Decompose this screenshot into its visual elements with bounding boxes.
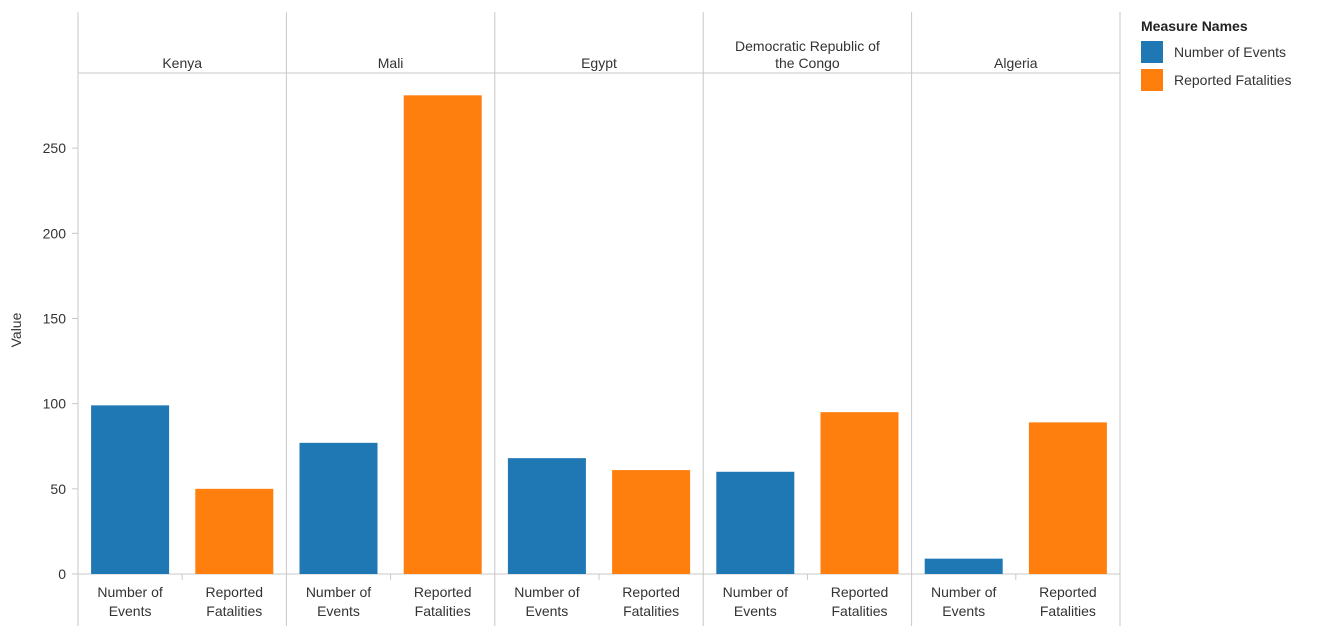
x-tick-label: Number of Events (931, 584, 996, 619)
x-tick-label-line: Fatalities (206, 603, 262, 619)
country-header: Algeria (994, 55, 1038, 71)
x-tick-label: Reported Fatalities (1039, 584, 1097, 619)
legend-item-number-of-events[interactable]: Number of Events (1141, 38, 1331, 66)
x-tick-label-line: Fatalities (415, 603, 471, 619)
bars (91, 95, 1107, 575)
x-tick-label-line: Reported (1039, 584, 1097, 600)
x-tick-label-line: Events (109, 603, 152, 619)
legend-swatch-number-of-events (1141, 41, 1163, 63)
x-tick-label-line: Reported (414, 584, 472, 600)
country-header-line: the Congo (775, 55, 840, 71)
x-tick-label: Number of Events (97, 584, 162, 619)
country-header-line: Democratic Republic of (735, 38, 880, 54)
country-header-line: Kenya (162, 55, 202, 71)
x-tick-label-line: Events (317, 603, 360, 619)
bar-democratic-republic-of-the-congo-number-of-events[interactable] (716, 471, 795, 574)
x-tick-label: Reported Fatalities (831, 584, 889, 619)
y-tick-label: 100 (43, 396, 67, 412)
country-header: Kenya (162, 55, 202, 71)
country-header-line: Algeria (994, 55, 1038, 71)
x-tick-label-line: Fatalities (831, 603, 887, 619)
x-tick-label-line: Reported (831, 584, 889, 600)
legend: Measure Names Number of Events Reported … (1141, 18, 1331, 94)
y-tick-label: 50 (50, 481, 66, 497)
x-tick-label: Number of Events (723, 584, 788, 619)
legend-item-reported-fatalities[interactable]: Reported Fatalities (1141, 66, 1331, 94)
x-tick-label-line: Reported (206, 584, 264, 600)
x-tick-label: Reported Fatalities (414, 584, 472, 619)
x-axis-labels: Number of Events Reported Fatalities Number … (97, 584, 1096, 619)
bar-algeria-number-of-events[interactable] (924, 558, 1003, 574)
country-header: Egypt (581, 55, 617, 71)
legend-title: Measure Names (1141, 18, 1248, 34)
x-tick-label-line: Number of (306, 584, 371, 600)
y-tick-label: 250 (43, 140, 67, 156)
bar-egypt-number-of-events[interactable] (507, 458, 586, 574)
x-tick-label-line: Events (525, 603, 568, 619)
x-tick-label: Number of Events (306, 584, 371, 619)
x-tick-label-line: Number of (723, 584, 788, 600)
bar-kenya-reported-fatalities[interactable] (195, 488, 274, 574)
x-tick-label: Reported Fatalities (206, 584, 264, 619)
x-tick-label-line: Fatalities (1040, 603, 1096, 619)
x-tick-label-line: Number of (931, 584, 996, 600)
bar-kenya-number-of-events[interactable] (91, 405, 170, 574)
x-tick-label: Number of Events (514, 584, 579, 619)
country-headers: Kenya Mali Egypt Democratic Republic of the … (162, 38, 1037, 71)
y-axis: 0 50 100 150 200 250 (43, 140, 78, 582)
legend-label: Number of Events (1174, 44, 1287, 60)
country-header-line: Egypt (581, 55, 617, 71)
x-tick-label-line: Events (942, 603, 985, 619)
bar-algeria-reported-fatalities[interactable] (1028, 422, 1107, 574)
x-tick-label-line: Number of (97, 584, 162, 600)
y-tick-label: 150 (43, 310, 67, 326)
x-tick-label-line: Reported (622, 584, 680, 600)
y-tick-label: 0 (58, 566, 66, 582)
x-tick-label: Reported Fatalities (622, 584, 680, 619)
legend-swatch-reported-fatalities (1141, 69, 1163, 91)
y-axis-label: Value (8, 312, 24, 347)
legend-label: Reported Fatalities (1174, 72, 1292, 88)
x-tick-label-line: Events (734, 603, 777, 619)
country-header-line: Mali (378, 55, 404, 71)
bar-democratic-republic-of-the-congo-reported-fatalities[interactable] (820, 412, 899, 574)
country-header: Democratic Republic of the Congo (735, 38, 880, 71)
country-header: Mali (378, 55, 404, 71)
y-tick-label: 200 (43, 225, 67, 241)
x-tick-label-line: Number of (514, 584, 579, 600)
bar-mali-number-of-events[interactable] (299, 442, 378, 574)
bar-egypt-reported-fatalities[interactable] (612, 470, 691, 574)
x-tick-label-line: Fatalities (623, 603, 679, 619)
bar-mali-reported-fatalities[interactable] (403, 95, 482, 575)
